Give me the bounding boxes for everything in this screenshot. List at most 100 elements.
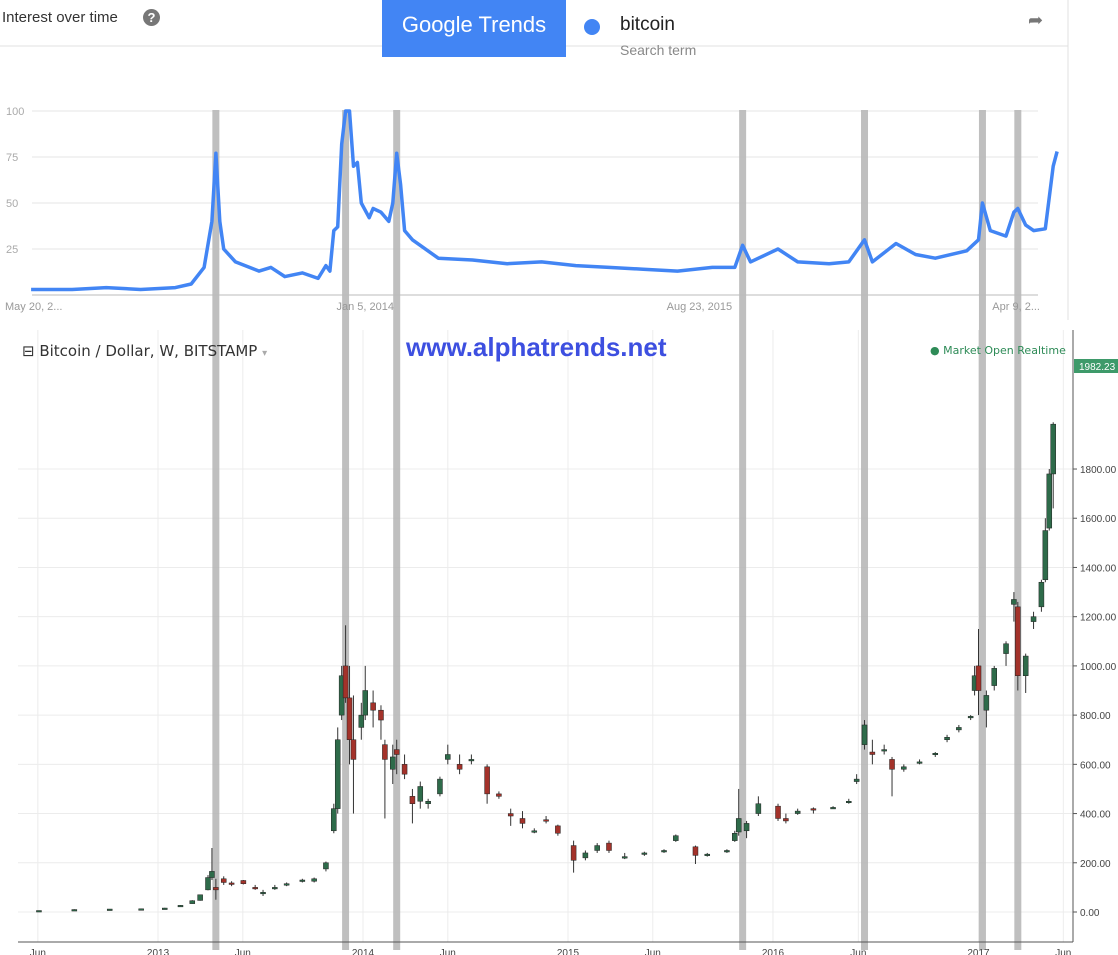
candle-body [661,850,667,853]
candle-body [220,878,227,883]
candle-body [417,786,424,802]
last-price-label: 1982.23 [1079,362,1116,373]
candle-body [507,813,514,817]
candle-body [138,908,144,911]
price-ytick-label: 1400.00 [1080,563,1117,574]
highlight-band [1014,110,1022,950]
candle-body [331,808,337,832]
question-circle-icon[interactable]: ? [143,9,160,26]
candle-body [162,907,168,910]
candle-body [570,845,577,861]
candle-body [543,819,549,822]
last-price-badge [1074,359,1118,373]
price-ytick-label: 1600.00 [1080,514,1117,525]
time-xtick-label: 2016 [762,948,785,955]
candle-body [437,778,443,795]
candle-body [594,845,600,851]
candle-body [205,877,211,891]
candle-body [956,727,962,731]
price-ytick-label: 1800.00 [1080,465,1117,476]
highlight-band [978,110,986,950]
candle-body [735,818,742,833]
candle-body [1042,530,1049,581]
trend-line [31,109,1059,292]
highlight-band [212,110,220,950]
candle-body [673,835,679,841]
highlight-band [861,110,869,950]
interest-over-time-title: Interest over time [2,9,118,26]
symbol-label: Bitcoin / Dollar, W, BITSTAMP [39,342,258,360]
candle-body [975,665,982,691]
trend-ytick-label: 25 [6,244,18,256]
trend-ytick-label: 50 [6,198,18,210]
candle-body [346,697,353,740]
candle-body [456,764,463,770]
candle-body [783,818,789,822]
candle-body [519,818,526,824]
highlight-band [739,110,747,950]
trend-ytick-label: 100 [6,106,24,118]
candle-body [484,766,490,795]
candle-body [283,883,290,886]
time-xtick-label: Jun [30,948,46,955]
series-color-dot [584,19,600,35]
candle-body [853,778,860,782]
candle-body [409,796,416,804]
candle-body [189,900,196,904]
candle-body [260,892,266,895]
share-arrow-icon[interactable]: ➦ [1028,10,1044,30]
price-ytick-label: 1200.00 [1080,613,1117,624]
trend-xtick-label: Aug 23, 2015 [667,301,732,313]
search-term-subtitle: Search term [620,42,697,58]
candle-body [362,690,368,716]
highlight-band [393,110,401,950]
candle-body [106,908,113,911]
price-ytick-label: 400.00 [1080,810,1111,821]
candle-body [641,852,648,855]
candle-body [401,764,408,775]
candle-body [468,759,475,762]
market-status: ● Market Open Realtime [930,344,1066,357]
candle-body [71,909,78,912]
candle-body [869,751,876,755]
candle-body [1030,616,1037,622]
candle-body [425,801,431,804]
candle-body [390,756,396,770]
candle-body [621,856,628,859]
trend-xtick-label: Apr 9, 2... [992,301,1040,313]
candle-body [724,850,730,853]
candle-body [350,739,357,760]
candle-body [1003,643,1009,654]
candle-body [810,808,817,811]
candle-body [794,810,801,814]
price-ytick-label: 600.00 [1080,760,1111,771]
candle-body [531,830,538,833]
candle-body [944,737,950,740]
candle-body [1046,473,1053,529]
candle-body [881,749,887,752]
candle-body [916,761,923,764]
time-xtick-label: 2017 [967,948,990,955]
candle-body [704,853,711,856]
candle-body [846,801,852,804]
candle-body [213,887,219,891]
candle-body [861,724,868,745]
candle-body [252,887,258,890]
candle-body [775,805,781,819]
time-xtick-label: Jun [645,948,661,955]
trend-xtick-label: May 20, 2... [5,301,62,313]
time-xtick-label: Jun [1055,948,1071,955]
candle-body [228,882,235,885]
candle-body [991,668,997,686]
candle-body [1038,581,1045,608]
time-xtick-label: 2015 [557,948,580,955]
candle-body [393,749,400,755]
time-xtick-label: 2014 [352,948,375,955]
candle-body [889,759,895,770]
candle-body [272,887,278,890]
candle-body [378,709,384,721]
candle-body [932,753,939,756]
price-ytick-label: 0.00 [1080,908,1100,919]
candle-body [311,878,317,882]
